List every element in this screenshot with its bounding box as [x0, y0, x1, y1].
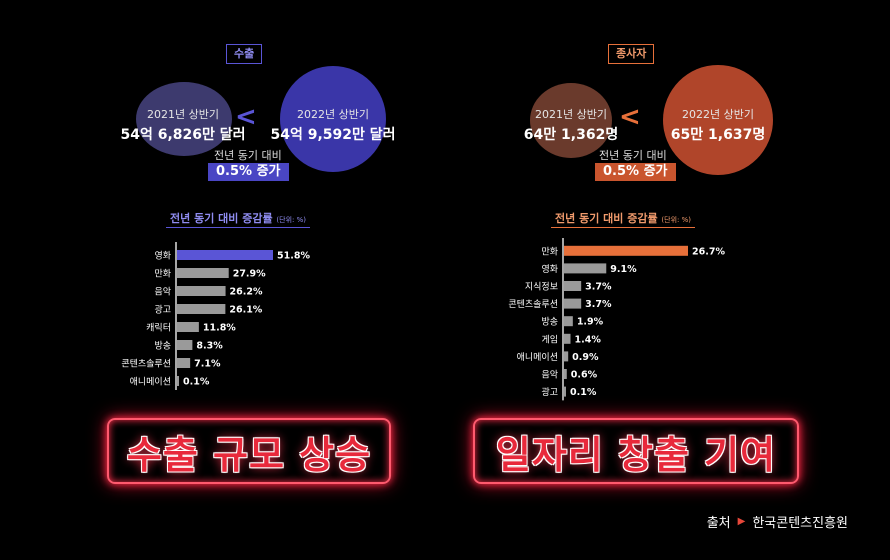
bar-1 — [564, 263, 607, 274]
value-label: 0.6% — [571, 370, 598, 381]
bar-8 — [564, 386, 566, 397]
value-label: 9.1% — [610, 264, 637, 275]
category-label: 캐릭터 — [146, 322, 171, 334]
bar-7 — [564, 369, 567, 379]
curr-period: 2022년 상반기 — [297, 108, 369, 121]
bar-7 — [177, 376, 179, 386]
bar-3 — [177, 304, 226, 314]
yoy-badge: 0.5% 증가 — [208, 163, 289, 181]
category-label: 음악 — [541, 369, 558, 381]
bar-5 — [177, 340, 193, 350]
less-than-icon: < — [235, 102, 257, 132]
value-label: 11.8% — [203, 323, 236, 334]
value-label: 51.8% — [277, 251, 310, 262]
bar-6 — [564, 351, 569, 362]
category-label: 애니메이션 — [517, 352, 558, 363]
export-bar-chart: 영화 51.8% 만화 27.9% 음악 26.2% 광고 26.1% 캐릭터 11.8% 방송 8.… — [121, 242, 310, 390]
chart-title-text: 전년 동기 대비 증감률 — [170, 212, 273, 225]
category-label: 만화 — [154, 269, 171, 280]
category-label: 방송 — [541, 317, 558, 328]
chart-unit: (단위: %) — [276, 216, 306, 224]
bar-2 — [177, 286, 226, 296]
export-panel: 수출 2021년 상반기 54억 6,826만 달러 < 2022년 상반기 5… — [0, 0, 445, 500]
value-label: 0.9% — [572, 352, 599, 363]
curr-figure: 2022년 상반기 54억 9,592만 달러 — [258, 106, 408, 144]
chart-title-text: 전년 동기 대비 증감률 — [555, 212, 658, 225]
value-label: 26.7% — [692, 246, 725, 257]
curr-circle — [663, 65, 773, 175]
curr-circle — [280, 66, 386, 172]
chart-title: 전년 동기 대비 증감률 (단위: %) — [551, 210, 695, 228]
curr-value: 65만 1,637명 — [670, 127, 766, 143]
triangle-right-icon: ▶ — [737, 516, 746, 527]
employment-panel: 종사자 2021년 상반기 64만 1,362명 < 2022년 상반기 65만… — [445, 0, 890, 500]
employment-banner: 일자리 창출 기여 — [473, 418, 799, 484]
less-than-icon: < — [619, 102, 641, 132]
prev-figure: 2021년 상반기 54억 6,826만 달러 — [108, 106, 258, 144]
prev-figure: 2021년 상반기 64만 1,362명 — [496, 106, 646, 144]
category-label: 영화 — [154, 251, 171, 262]
banner-text: 일자리 창출 기여 — [495, 432, 777, 477]
prev-circle — [530, 83, 612, 158]
bar-4 — [177, 322, 199, 332]
banner-text: 수출 규모 상승 — [126, 432, 372, 477]
curr-period: 2022년 상반기 — [682, 108, 754, 121]
yoy-label: 전년 동기 대비 — [214, 149, 282, 162]
category-label: 방송 — [154, 341, 171, 352]
value-label: 26.1% — [229, 305, 262, 316]
category-label: 콘텐츠솔루션 — [508, 299, 558, 310]
category-label: 광고 — [154, 304, 171, 316]
source-org: 한국콘텐츠진흥원 — [752, 516, 848, 531]
export-banner: 수출 규모 상승 — [107, 418, 391, 484]
category-label: 게임 — [541, 333, 558, 345]
value-label: 8.3% — [196, 341, 223, 352]
value-label: 0.1% — [183, 377, 210, 388]
bar-6 — [177, 358, 191, 368]
value-label: 1.9% — [577, 317, 604, 328]
category-label: 광고 — [541, 386, 558, 398]
value-label: 3.7% — [585, 299, 612, 310]
bar-3 — [564, 298, 582, 309]
source-credit: 출처 ▶ 한국콘텐츠진흥원 — [707, 512, 848, 531]
value-label: 0.1% — [570, 387, 597, 398]
value-label: 26.2% — [230, 287, 263, 298]
curr-figure: 2022년 상반기 65만 1,637명 — [643, 106, 793, 144]
category-label: 만화 — [541, 246, 558, 257]
category-label: 영화 — [541, 264, 558, 275]
export-tag: 수출 — [226, 44, 263, 64]
curr-value: 54억 9,592만 달러 — [270, 127, 396, 143]
chart-unit: (단위: %) — [661, 216, 691, 224]
employment-tag: 종사자 — [608, 44, 655, 64]
yoy-badge: 0.5% 증가 — [595, 163, 676, 181]
value-label: 7.1% — [194, 359, 221, 370]
bar-1 — [177, 268, 229, 278]
source-label: 출처 — [706, 516, 731, 531]
category-label: 콘텐츠솔루션 — [121, 359, 171, 370]
employment-bar-chart: 만화 26.7% 영화 9.1% 지식정보 3.7% 콘텐츠솔루션 3.7% 방송 1.9% 게임 1… — [508, 238, 725, 401]
bar-0 — [177, 250, 273, 260]
prev-period: 2021년 상반기 — [147, 108, 219, 121]
prev-period: 2021년 상반기 — [535, 108, 607, 121]
bar-0 — [564, 245, 688, 256]
value-label: 3.7% — [585, 282, 612, 293]
bar-4 — [564, 316, 573, 327]
chart-title: 전년 동기 대비 증감률 (단위: %) — [166, 210, 310, 228]
bar-5 — [564, 333, 571, 344]
category-label: 음악 — [154, 286, 171, 298]
category-label: 지식정보 — [525, 282, 558, 293]
prev-value: 54억 6,826만 달러 — [120, 127, 246, 143]
yoy-label: 전년 동기 대비 — [599, 149, 667, 162]
prev-value: 64만 1,362명 — [523, 127, 619, 143]
category-label: 애니메이션 — [130, 377, 171, 388]
value-label: 27.9% — [233, 269, 266, 280]
bar-2 — [564, 281, 582, 291]
prev-circle — [136, 82, 232, 156]
value-label: 1.4% — [575, 334, 602, 345]
